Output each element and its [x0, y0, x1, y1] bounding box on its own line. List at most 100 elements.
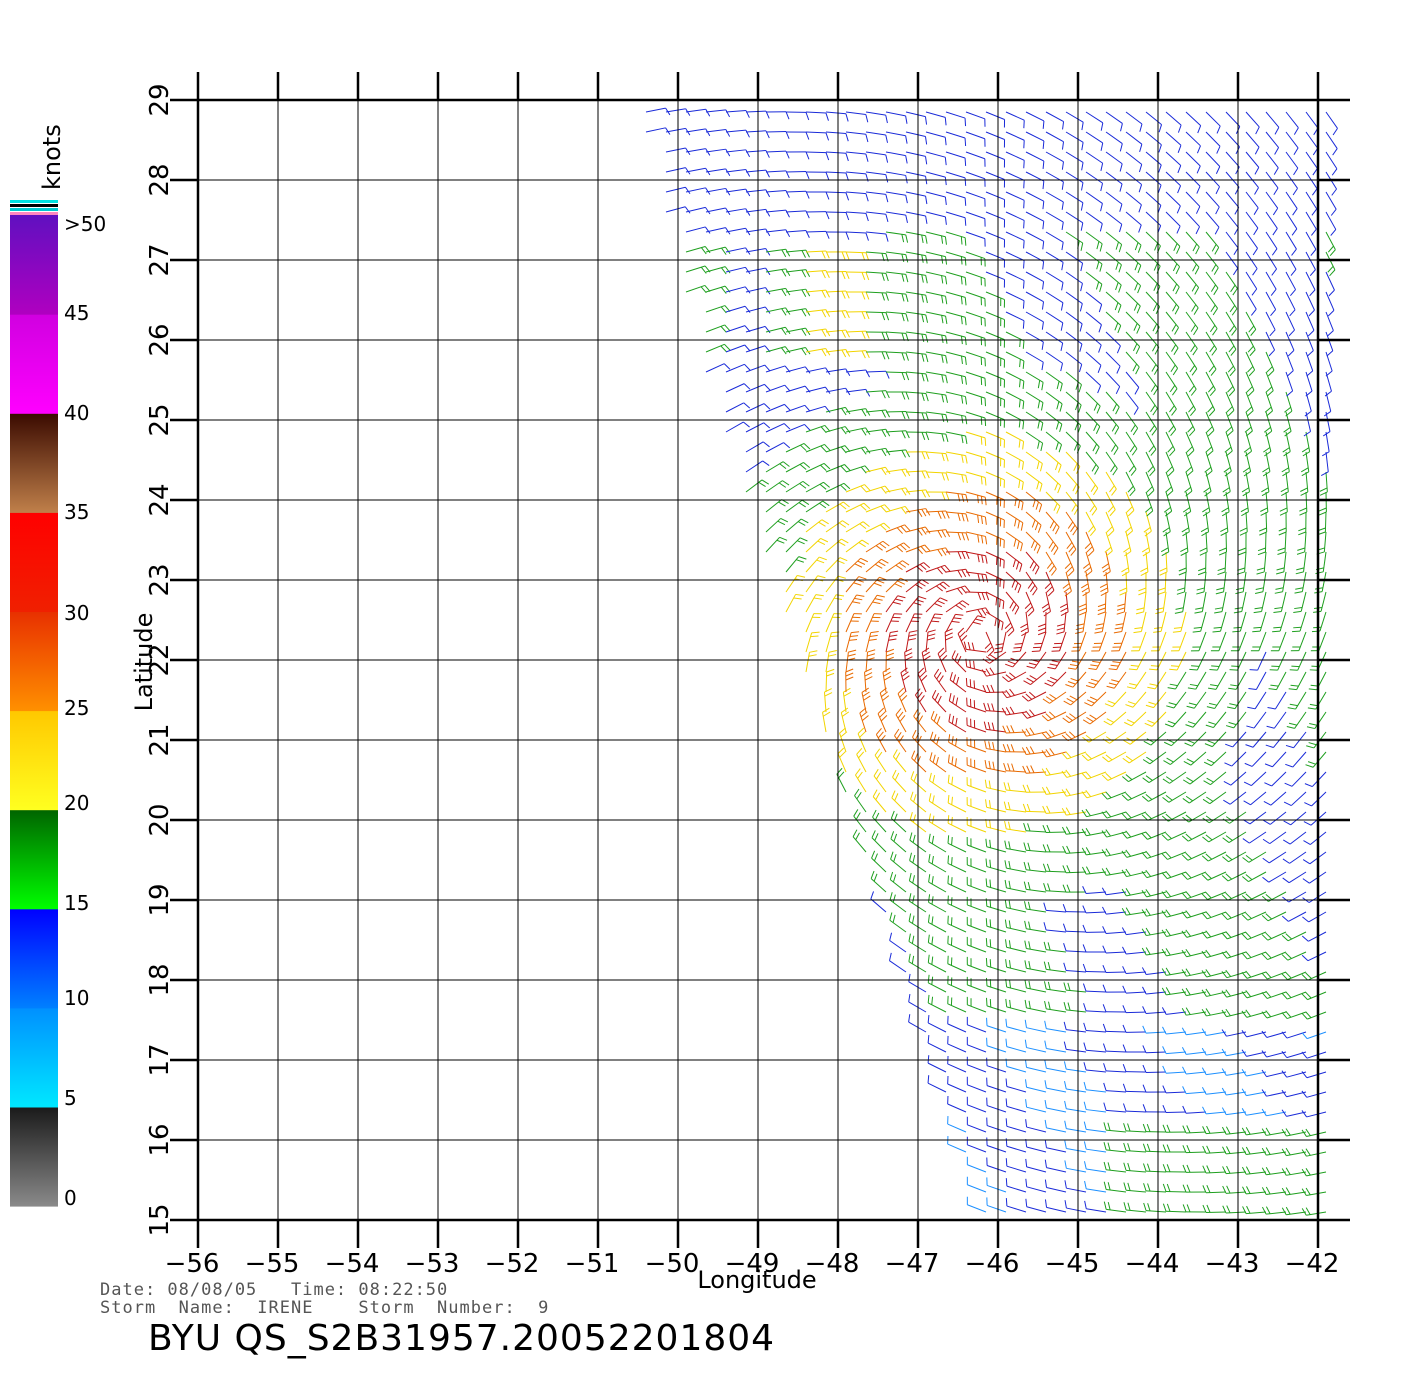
- wind-barb-flag: [1091, 508, 1098, 516]
- wind-barb: [1285, 151, 1299, 169]
- wind-barb: [1206, 1171, 1227, 1174]
- wind-barb-flag: [1061, 141, 1065, 150]
- wind-barb: [1005, 431, 1024, 442]
- wind-barb: [1026, 1066, 1047, 1073]
- wind-barb-flag: [912, 895, 915, 904]
- wind-barb: [966, 685, 987, 693]
- wind-barb: [1246, 1051, 1267, 1057]
- wind-barb: [1274, 691, 1287, 710]
- wind-barb: [1065, 531, 1077, 550]
- wind-barb-flag: [1025, 1198, 1028, 1207]
- wind-barb: [1268, 851, 1287, 864]
- wind-barb: [1265, 471, 1270, 492]
- wind-barb-flag: [1185, 890, 1192, 898]
- wind-barb: [1186, 891, 1207, 900]
- wind-barb-flag: [1268, 349, 1275, 357]
- wind-barb: [1026, 987, 1047, 993]
- wind-barb: [861, 692, 867, 713]
- wind-barb-flag: [1045, 696, 1054, 702]
- wind-barb-flag: [890, 851, 894, 860]
- wind-barb: [825, 671, 828, 693]
- wind-barb-flag: [1004, 879, 1007, 888]
- wind-barb: [1172, 711, 1187, 728]
- wind-barb-flag: [1066, 884, 1071, 893]
- wind-barb-flag: [1027, 823, 1031, 832]
- wind-barb-flag: [1245, 1009, 1251, 1017]
- wind-barb-flag: [1211, 244, 1217, 252]
- wind-barb: [725, 286, 746, 293]
- wind-barb-flag: [1127, 1182, 1131, 1191]
- wind-barb-flag: [1225, 931, 1232, 938]
- wind-barb-flag: [1210, 684, 1219, 687]
- wind-barb-flag: [986, 646, 993, 653]
- wind-barb-flag: [1079, 303, 1083, 312]
- wind-barb-flag: [1225, 1008, 1231, 1017]
- wind-barb-flag: [859, 523, 867, 530]
- wind-barb-flag: [1241, 1068, 1247, 1077]
- wind-barb: [1107, 771, 1127, 781]
- wind-barb-flag: [1188, 702, 1197, 706]
- wind-barb-flag: [929, 772, 932, 781]
- wind-barb: [1125, 191, 1142, 206]
- wind-barb: [1266, 1131, 1287, 1136]
- wind-barb: [966, 705, 987, 713]
- wind-barb: [1325, 411, 1331, 432]
- wind-barb: [1046, 791, 1067, 795]
- wind-barb-flag: [1331, 188, 1337, 196]
- wind-barb: [1245, 371, 1255, 391]
- wind-barb-flag: [1257, 547, 1266, 552]
- wind-barb-flag: [758, 481, 766, 488]
- wind-barb: [1025, 611, 1029, 632]
- wind-barb: [1012, 651, 1027, 668]
- wind-barb: [845, 251, 867, 254]
- wind-barb-flag: [1147, 686, 1156, 690]
- wind-barb-flag: [1121, 850, 1128, 858]
- wind-barb: [765, 403, 785, 413]
- wind-barb-flag: [1009, 706, 1015, 715]
- wind-barb: [1226, 951, 1247, 959]
- wind-barb-flag: [785, 229, 791, 238]
- wind-barb-flag: [1101, 774, 1109, 781]
- wind-barb-flag: [1079, 323, 1083, 332]
- wind-barb-flag: [983, 702, 987, 711]
- wind-barb-flag: [1189, 429, 1196, 437]
- wind-barb-flag: [776, 539, 785, 544]
- wind-barb-flag: [1305, 764, 1314, 768]
- wind-barb-flag: [908, 973, 911, 982]
- wind-barb: [745, 345, 766, 353]
- wind-barb: [1046, 1008, 1067, 1013]
- wind-barb-flag: [920, 546, 927, 553]
- wind-barb-flag: [945, 632, 953, 637]
- wind-barb: [1165, 391, 1177, 410]
- wind-barb: [1145, 1170, 1167, 1173]
- wind-barb-flag: [1242, 876, 1249, 882]
- wind-barb-flag: [1022, 340, 1025, 349]
- wind-barb-flag: [1164, 723, 1173, 728]
- wind-barb: [1065, 311, 1083, 325]
- wind-barb: [1065, 231, 1083, 244]
- wind-barb-flag: [1232, 267, 1239, 276]
- wind-barb-flag: [1101, 849, 1107, 857]
- wind-barb: [1165, 491, 1173, 512]
- wind-barb: [1145, 311, 1160, 328]
- wind-barb: [1165, 371, 1178, 389]
- wind-barb: [1218, 631, 1227, 651]
- wind-barb-flag: [845, 251, 850, 260]
- wind-barb: [1207, 851, 1227, 862]
- wind-barb-flag: [1214, 607, 1223, 610]
- wind-barb-flag: [1186, 758, 1195, 763]
- wind-barb-flag: [961, 355, 963, 364]
- wind-barb: [1047, 711, 1067, 722]
- wind-barb-flag: [944, 157, 947, 166]
- wind-barb-flag: [1211, 348, 1218, 356]
- wind-barb-flag: [801, 348, 807, 356]
- wind-barb: [1226, 1191, 1247, 1194]
- wind-barb-flag: [1085, 771, 1092, 779]
- wind-barb: [685, 226, 706, 233]
- wind-barb-flag: [1285, 1187, 1291, 1195]
- wind-barb-flag: [1010, 725, 1015, 733]
- wind-barb: [1105, 171, 1123, 185]
- wind-barb-flag: [1105, 754, 1113, 761]
- wind-barb-flag: [1234, 607, 1243, 610]
- wind-barb: [966, 744, 987, 753]
